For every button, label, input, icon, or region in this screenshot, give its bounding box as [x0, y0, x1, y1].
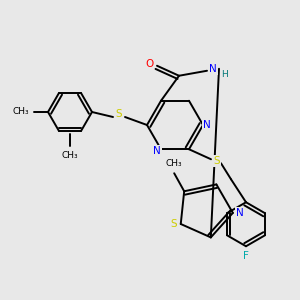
Text: S: S: [170, 219, 177, 229]
Text: S: S: [214, 156, 220, 166]
Text: H: H: [222, 70, 228, 79]
Text: O: O: [145, 59, 153, 69]
Text: N: N: [203, 120, 211, 130]
Text: N: N: [236, 208, 244, 218]
Text: CH₃: CH₃: [13, 107, 29, 116]
Text: N: N: [153, 146, 161, 156]
Text: F: F: [243, 251, 249, 261]
Text: CH₃: CH₃: [62, 152, 78, 160]
Text: S: S: [116, 109, 122, 119]
Text: N: N: [209, 64, 217, 74]
Text: CH₃: CH₃: [166, 159, 182, 168]
